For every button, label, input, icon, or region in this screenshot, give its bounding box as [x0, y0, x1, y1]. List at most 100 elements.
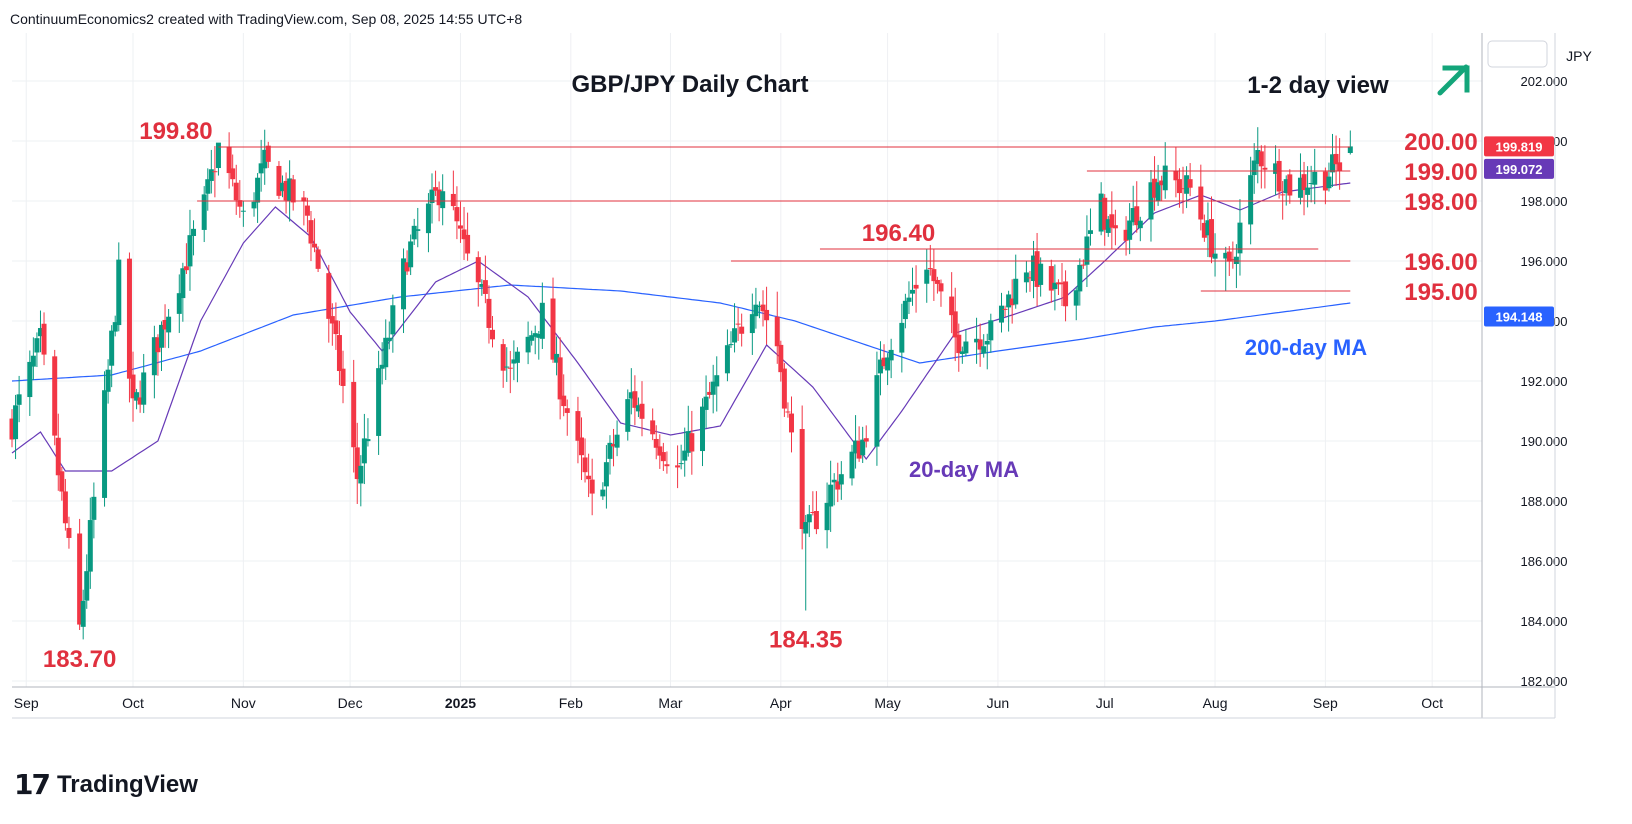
- candle-body: [529, 335, 535, 341]
- candle-body: [176, 293, 182, 314]
- candle-body: [326, 273, 332, 319]
- candle-body: [899, 322, 905, 353]
- candle-body: [112, 322, 118, 332]
- candle-body: [1223, 252, 1229, 259]
- candle-body: [280, 182, 286, 192]
- candle-body: [924, 269, 930, 284]
- ma200-line: [11, 284, 1351, 382]
- candle-body: [1098, 193, 1104, 232]
- candle-body: [151, 337, 157, 376]
- candle-body: [109, 330, 115, 366]
- candle-layer: [9, 127, 1353, 640]
- candle-body: [1333, 153, 1339, 165]
- candle-body: [1287, 174, 1293, 196]
- candle-body: [1237, 222, 1243, 254]
- candle-body: [230, 168, 236, 180]
- candle-body: [539, 302, 545, 339]
- candle-body: [383, 337, 389, 368]
- candle-body: [9, 418, 15, 440]
- candle-body: [215, 142, 221, 169]
- candle-body: [80, 600, 86, 627]
- candle-body: [162, 319, 168, 330]
- candle-body: [1155, 182, 1161, 201]
- candle-body: [1230, 259, 1236, 261]
- price-badge: [1484, 306, 1554, 327]
- candle-body: [425, 203, 431, 234]
- y-tick-label: 190.000: [1521, 434, 1568, 449]
- candle-body: [479, 283, 485, 287]
- candle-body: [180, 268, 186, 299]
- candle-body: [1205, 220, 1211, 236]
- candle-body: [959, 351, 965, 354]
- chart-caption: ContinuumEconomics2 created with Trading…: [10, 11, 522, 27]
- candle-body: [134, 392, 140, 401]
- tradingview-brand: TradingView: [56, 770, 198, 798]
- candle-body: [703, 396, 709, 410]
- candle-body: [1248, 175, 1254, 225]
- candle-body: [59, 471, 65, 492]
- y-tick-label: 202.000: [1521, 74, 1568, 89]
- candle-body: [390, 305, 396, 335]
- candle-body: [753, 304, 759, 317]
- candle-body: [1152, 178, 1158, 198]
- candle-body: [1052, 282, 1058, 290]
- candle-body: [1063, 281, 1069, 307]
- tradingview-logo[interactable]: 17 TradingView: [14, 768, 198, 801]
- ma200-label: 200-day MA: [1245, 335, 1367, 360]
- level-label: 199.00: [1404, 159, 1477, 186]
- candle-body: [91, 496, 97, 520]
- candle-body: [981, 346, 987, 354]
- level-label: 196.40: [862, 220, 935, 247]
- candle-body: [55, 437, 61, 476]
- candle-body: [934, 279, 940, 284]
- candle-body: [831, 479, 837, 483]
- x-tick-label: Mar: [658, 695, 682, 711]
- candle-body: [881, 357, 887, 367]
- candle-body: [888, 349, 894, 361]
- candle-body: [158, 324, 164, 348]
- candle-body: [1162, 165, 1168, 191]
- candle-body: [1297, 177, 1303, 198]
- candle-body: [664, 464, 670, 467]
- candle-body: [251, 201, 257, 209]
- candle-body: [824, 502, 830, 531]
- level-label: 200.00: [1404, 129, 1477, 156]
- candle-body: [685, 431, 691, 453]
- x-tick-label: Jun: [987, 695, 1010, 711]
- x-tick-label: Dec: [338, 695, 363, 711]
- candle-body: [532, 333, 538, 337]
- candle-body: [1159, 180, 1165, 186]
- candle-body: [557, 357, 563, 400]
- candle-body: [340, 368, 346, 386]
- candle-body: [735, 323, 741, 325]
- candle-body: [1326, 176, 1332, 189]
- candle-body: [561, 395, 567, 407]
- candle-body: [187, 235, 193, 267]
- candle-body: [838, 474, 844, 485]
- candle-body: [657, 446, 663, 456]
- candle-body: [956, 334, 962, 354]
- candle-body: [974, 338, 980, 343]
- candle-body: [102, 390, 108, 498]
- candle-body: [1013, 278, 1019, 305]
- level-label: 196.00: [1404, 249, 1477, 276]
- candle-body: [1226, 251, 1232, 262]
- candle-body: [628, 392, 634, 399]
- candle-body: [678, 463, 684, 465]
- candle-body: [635, 405, 641, 412]
- y-tick-label: 184.000: [1521, 614, 1568, 629]
- candle-body: [365, 439, 371, 442]
- candle-body: [1006, 294, 1012, 308]
- x-tick-label: Feb: [559, 695, 583, 711]
- candle-body: [155, 337, 161, 353]
- candle-body: [354, 447, 360, 480]
- candle-body: [710, 381, 716, 395]
- candle-body: [963, 341, 969, 354]
- candle-body: [1059, 282, 1065, 285]
- candle-body: [952, 311, 958, 338]
- x-tick-label: Oct: [122, 695, 144, 711]
- candle-body: [578, 437, 584, 456]
- candle-body: [130, 374, 136, 399]
- candle-body: [611, 444, 617, 447]
